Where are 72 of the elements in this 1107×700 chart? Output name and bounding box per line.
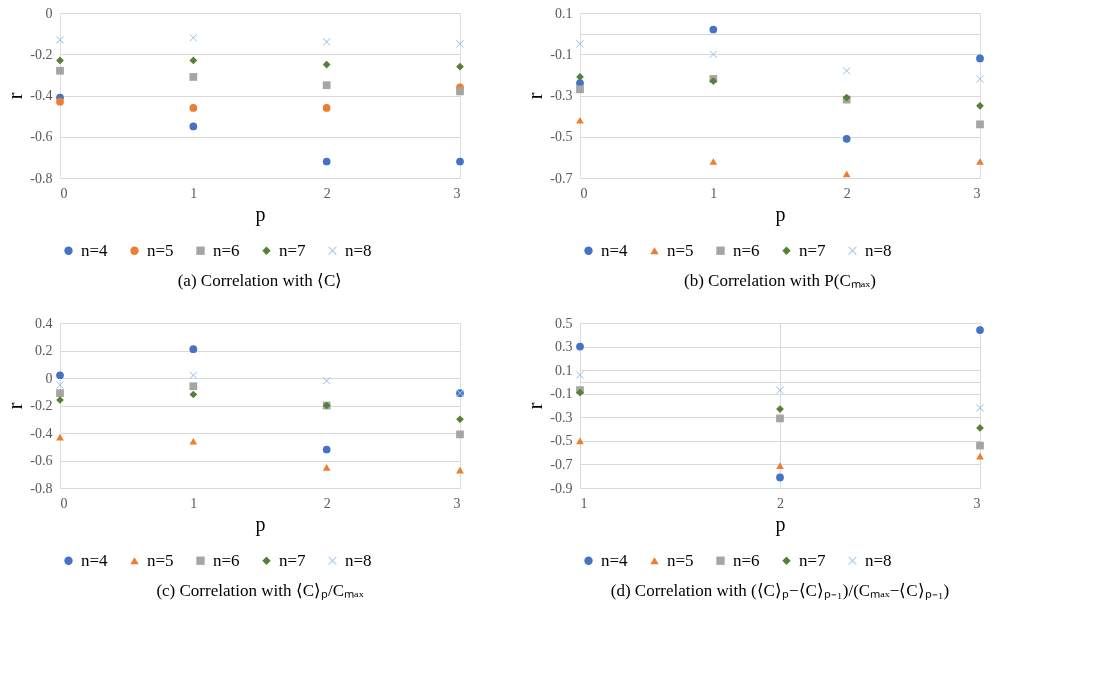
y-tick-label: 0.1: [555, 5, 573, 21]
legend-label: n=8: [865, 550, 892, 570]
x-tick-label: 0: [60, 495, 68, 511]
legend-label: n=4: [601, 550, 629, 570]
x-axis-title: p: [775, 512, 786, 536]
x-tick-label: 0: [60, 185, 68, 201]
y-tick-label: 0.4: [35, 315, 53, 331]
legend-label: n=4: [601, 240, 629, 260]
legend-label: n=4: [81, 240, 109, 260]
y-tick-label: -0.1: [550, 46, 573, 62]
x-tick-label: 1: [190, 495, 198, 511]
x-axis-title: p: [255, 512, 266, 536]
legend-label: n=6: [733, 240, 760, 260]
y-tick-label: 0.1: [555, 362, 573, 378]
x-tick-label: 2: [323, 495, 331, 511]
y-tick-label: -0.6: [30, 453, 53, 468]
x-tick-label: 2: [323, 185, 331, 201]
x-tick-label: 2: [777, 495, 784, 511]
y-tick-label: -0.3: [550, 88, 573, 103]
y-tick-label: -0.5: [550, 433, 573, 449]
legend-label: n=7: [799, 550, 827, 570]
y-tick-label: -0.6: [30, 129, 53, 145]
y-tick-label: -0.2: [30, 46, 53, 62]
y-tick-label: -0.8: [30, 480, 53, 496]
x-tick-label: 1: [710, 185, 718, 201]
x-tick-label: 3: [973, 185, 981, 201]
legend-label: n=8: [345, 240, 372, 260]
y-tick-label: -0.2: [30, 398, 53, 413]
legend-label: n=5: [147, 550, 174, 570]
x-axis-title: p: [255, 202, 266, 226]
x-tick-label: 2: [843, 185, 851, 201]
y-tick-label: 0.2: [35, 343, 53, 358]
text: (a) Correlation with ⟨C⟩: [177, 271, 343, 290]
y-tick-label: -0.4: [30, 425, 53, 441]
y-tick-label: -0.3: [550, 409, 573, 425]
x-tick-label: 0: [580, 185, 588, 201]
legend-label: n=6: [733, 550, 760, 570]
y-axis-title: r: [4, 402, 27, 410]
y-tick-label: 0.3: [555, 339, 573, 355]
y-tick-label: -0.1: [550, 386, 573, 402]
y-tick-label: -0.4: [30, 88, 53, 103]
y-tick-label: -0.7: [550, 456, 573, 472]
legend-label: n=5: [667, 550, 694, 570]
x-tick-label: 3: [453, 495, 461, 511]
y-axis-title: r: [524, 402, 547, 410]
legend-label: n=6: [213, 550, 240, 570]
y-tick-label: -0.5: [550, 129, 573, 145]
y-tick-label: -0.7: [550, 170, 573, 186]
x-tick-label: 3: [973, 495, 981, 511]
text: (b) Correlation with P(Cₘₐₓ): [684, 271, 876, 290]
y-tick-label: 0: [45, 370, 53, 386]
legend-label: n=7: [279, 550, 307, 570]
legend-label: n=4: [81, 550, 109, 570]
text: (c) Correlation with ⟨C⟩ₚ/Cₘₐₓ: [156, 581, 364, 601]
legend-label: n=7: [799, 240, 827, 260]
legend-label: n=8: [345, 550, 372, 570]
y-axis-title: r: [524, 92, 547, 100]
legend-label: n=6: [213, 240, 240, 260]
x-tick-label: 1: [580, 495, 588, 511]
legend-label: n=5: [667, 240, 694, 260]
x-axis-title: p: [775, 202, 786, 226]
y-tick-label: -0.9: [550, 480, 573, 496]
legend-label: n=5: [147, 240, 174, 260]
legend-label: n=7: [279, 240, 307, 260]
y-axis-title: r: [4, 92, 27, 100]
text: (d) Correlation with (⟨C⟩ₚ−⟨C⟩ₚ₋₁)/(Cₘₐₓ−⟨C⟩ₚ₋₁): [610, 581, 950, 601]
legend-label: n=8: [865, 240, 892, 260]
x-tick-label: 3: [453, 185, 461, 201]
y-tick-label: 0.5: [555, 315, 573, 331]
x-tick-label: 1: [190, 185, 198, 201]
y-tick-label: -0.8: [30, 170, 53, 186]
y-tick-label: 0: [45, 5, 53, 21]
